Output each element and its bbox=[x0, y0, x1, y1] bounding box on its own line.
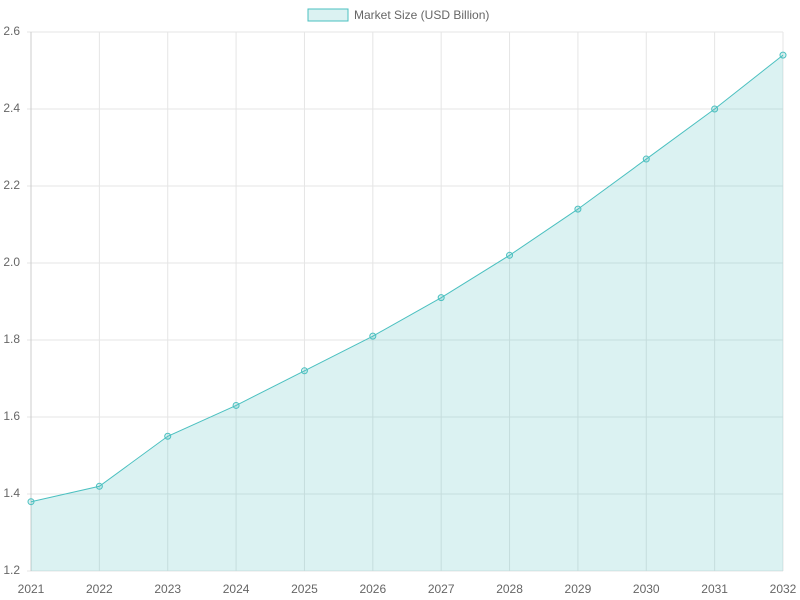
legend-item: Market Size (USD Billion) bbox=[307, 8, 489, 22]
line bbox=[30, 54, 784, 503]
point bbox=[779, 51, 787, 59]
x-tick-label: 2023 bbox=[154, 582, 181, 596]
point bbox=[574, 205, 582, 213]
x-tick-label: 2029 bbox=[565, 582, 592, 596]
x-tick-label: 2025 bbox=[291, 582, 318, 596]
area bbox=[31, 55, 783, 572]
x-tick-label: 2026 bbox=[359, 582, 386, 596]
point bbox=[300, 367, 308, 375]
point bbox=[506, 251, 514, 259]
point bbox=[642, 155, 650, 163]
y-tick-label: 2.4 bbox=[3, 101, 20, 115]
x-tick-label: 2028 bbox=[496, 582, 523, 596]
x-tick-label: 2031 bbox=[701, 582, 728, 596]
x-tick-label: 2030 bbox=[633, 582, 660, 596]
y-tick-label: 1.8 bbox=[3, 332, 20, 346]
y-tick-label: 2.2 bbox=[3, 178, 20, 192]
legend-label: Market Size (USD Billion) bbox=[354, 8, 489, 22]
y-tick-label: 1.4 bbox=[3, 486, 20, 500]
x-tick-label: 2021 bbox=[18, 582, 45, 596]
x-tick-label: 2032 bbox=[770, 582, 797, 596]
point bbox=[95, 482, 103, 490]
y-tick-label: 2.0 bbox=[3, 255, 20, 269]
legend-swatch bbox=[307, 8, 349, 22]
point bbox=[27, 498, 35, 506]
x-tick-label: 2024 bbox=[223, 582, 250, 596]
x-tick-label: 2022 bbox=[86, 582, 113, 596]
y-tick-label: 1.6 bbox=[3, 409, 20, 423]
x-tick-label: 2027 bbox=[428, 582, 455, 596]
y-tick-label: 2.6 bbox=[3, 24, 20, 38]
point bbox=[232, 401, 240, 409]
point bbox=[369, 332, 377, 340]
point bbox=[711, 105, 719, 113]
y-tick-label: 1.2 bbox=[3, 563, 20, 577]
point bbox=[164, 432, 172, 440]
point bbox=[437, 294, 445, 302]
